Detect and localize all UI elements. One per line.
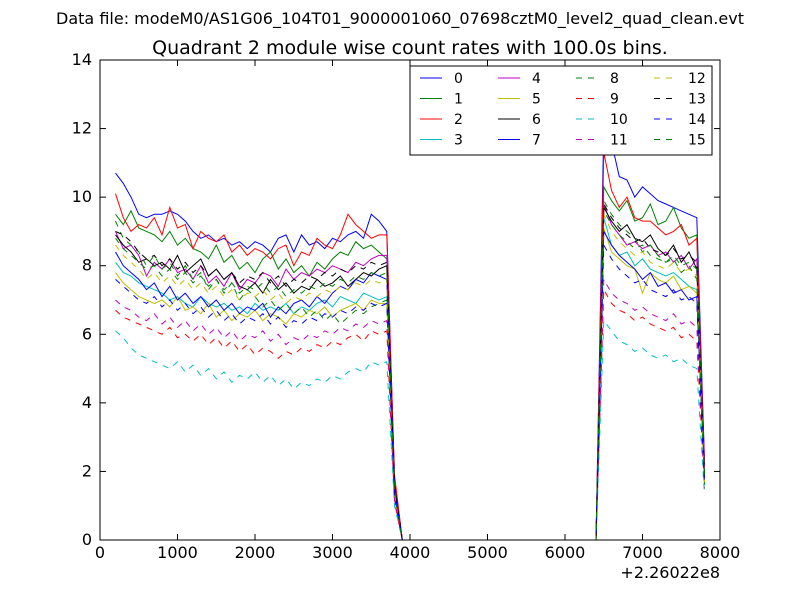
y-tick-label: 0 <box>82 530 92 549</box>
y-tick-label: 8 <box>82 256 92 275</box>
y-tick-label: 2 <box>82 461 92 480</box>
legend-label-6: 6 <box>532 112 541 128</box>
x-tick-label: 0 <box>95 543 105 562</box>
x-tick-label: 7000 <box>622 543 663 562</box>
legend-label-0: 0 <box>454 71 463 87</box>
x-tick-label: 4000 <box>390 543 431 562</box>
series-line-6 <box>115 205 705 541</box>
x-tick-label: 2000 <box>235 543 276 562</box>
legend-label-1: 1 <box>454 92 463 108</box>
legend-label-9: 9 <box>610 92 619 108</box>
series-line-11 <box>115 277 705 541</box>
legend-label-11: 11 <box>610 133 628 149</box>
x-tick-label: 6000 <box>545 543 586 562</box>
chart-title: Quadrant 2 module wise count rates with … <box>152 37 668 59</box>
axes-layer: 0 1000 2000 3000 4000 5000 6000 7000 80000246810… <box>72 50 741 562</box>
legend-label-15: 15 <box>688 133 706 149</box>
series-line-2 <box>115 152 705 541</box>
legend-label-14: 14 <box>688 112 706 128</box>
series-line-0 <box>115 124 705 541</box>
legend-label-5: 5 <box>532 92 541 108</box>
chart-suptitle: Data file: modeM0/AS1G06_104T01_90000010… <box>56 9 744 29</box>
y-tick-label: 6 <box>82 324 92 343</box>
y-tick-label: 12 <box>72 119 92 138</box>
legend-label-10: 10 <box>610 112 628 128</box>
x-offset-label: +2.26022e8 <box>620 563 720 582</box>
series-line-15 <box>115 209 705 541</box>
x-tick-label: 3000 <box>312 543 353 562</box>
series-line-14 <box>115 243 705 541</box>
series-line-12 <box>115 214 705 541</box>
legend-label-12: 12 <box>688 71 706 87</box>
series-line-5 <box>115 227 705 541</box>
x-tick-label: 8000 <box>700 543 741 562</box>
y-tick-label: 4 <box>82 393 92 412</box>
legend-label-4: 4 <box>532 71 541 87</box>
legend-label-8: 8 <box>610 71 619 87</box>
legend-label-2: 2 <box>454 112 463 128</box>
x-tick-label: 5000 <box>467 543 508 562</box>
series-line-1 <box>115 185 705 541</box>
legend-label-13: 13 <box>688 92 706 108</box>
series-line-10 <box>115 319 705 541</box>
legend-box <box>409 65 713 156</box>
series-line-7 <box>115 229 705 541</box>
y-tick-label: 10 <box>72 187 92 206</box>
legend-label-7: 7 <box>532 133 541 149</box>
legend-label-3: 3 <box>454 133 463 149</box>
x-tick-label: 1000 <box>157 543 198 562</box>
series-layer <box>115 124 705 541</box>
y-tick-label: 14 <box>72 50 92 69</box>
